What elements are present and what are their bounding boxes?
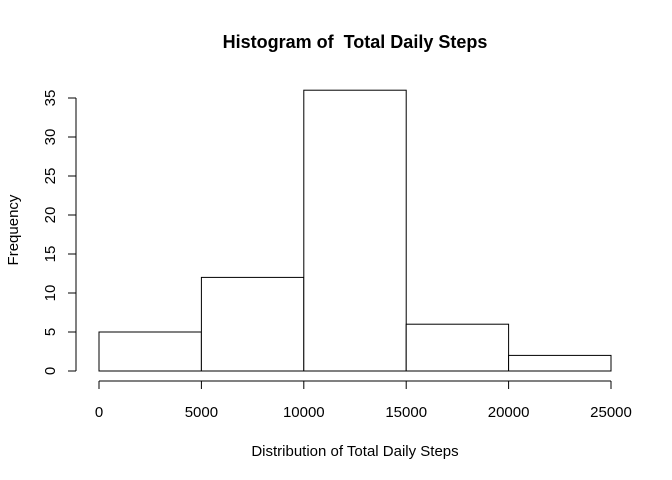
bar-3 (405, 323, 510, 372)
bars-group (98, 89, 612, 372)
y-axis: 0 5 10 15 20 25 30 35 (42, 90, 77, 375)
x-tick-label-2: 10000 (283, 404, 325, 421)
bar-0 (98, 331, 202, 372)
x-tick-label-5: 25000 (590, 404, 632, 421)
y-tick-label-3: 15 (42, 246, 59, 263)
x-axis: 0 5000 10000 15000 20000 25000 (95, 380, 632, 421)
bar-4 (508, 354, 612, 372)
x-tick-label-3: 15000 (385, 404, 427, 421)
x-tick-label-4: 20000 (488, 404, 530, 421)
y-tick-label-1: 5 (42, 328, 59, 336)
y-tick-label-4: 20 (42, 207, 59, 224)
x-axis-label: Distribution of Total Daily Steps (251, 443, 458, 460)
y-tick-label-0: 0 (42, 367, 59, 375)
chart-title: Histogram of Total Daily Steps (223, 32, 488, 52)
y-axis-label: Frequency (5, 194, 22, 265)
bar-1 (200, 276, 305, 372)
x-tick-label-1: 5000 (185, 404, 218, 421)
y-tick-label-6: 30 (42, 129, 59, 146)
x-tick-label-0: 0 (95, 404, 103, 421)
y-tick-label-7: 35 (42, 90, 59, 107)
y-tick-label-5: 25 (42, 168, 59, 185)
bar-2 (303, 89, 407, 372)
y-tick-label-2: 10 (42, 285, 59, 302)
